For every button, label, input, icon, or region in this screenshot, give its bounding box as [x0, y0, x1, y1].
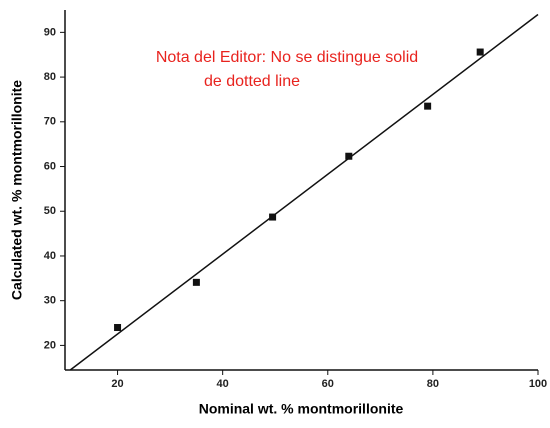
y-tick-label: 50 — [44, 205, 56, 217]
y-tick-label: 40 — [44, 250, 56, 262]
x-axis-title: Nominal wt. % montmorillonite — [199, 401, 404, 417]
y-axis-title: Calculated wt. % montmorillonite — [9, 80, 25, 300]
y-tick-label: 90 — [44, 26, 56, 38]
y-tick-label: 60 — [44, 160, 56, 172]
x-tick-label: 60 — [322, 378, 334, 390]
x-tick-label: 100 — [529, 378, 547, 390]
y-tick-label: 30 — [44, 295, 56, 307]
annotation: de dotted line — [204, 73, 300, 90]
data-point — [476, 48, 484, 56]
data-point — [424, 102, 432, 110]
data-point — [192, 278, 200, 286]
annotation: Nota del Editor: No se distingue solid — [156, 49, 418, 66]
x-tick-label: 80 — [427, 378, 439, 390]
y-tick-label: 20 — [44, 339, 56, 351]
y-tick-label: 70 — [44, 116, 56, 128]
data-point — [114, 324, 122, 332]
x-tick-label: 40 — [217, 378, 229, 390]
y-tick-label: 80 — [44, 71, 56, 83]
fit-line — [69, 13, 539, 371]
x-tick-label: 20 — [111, 378, 123, 390]
data-point — [345, 152, 353, 160]
